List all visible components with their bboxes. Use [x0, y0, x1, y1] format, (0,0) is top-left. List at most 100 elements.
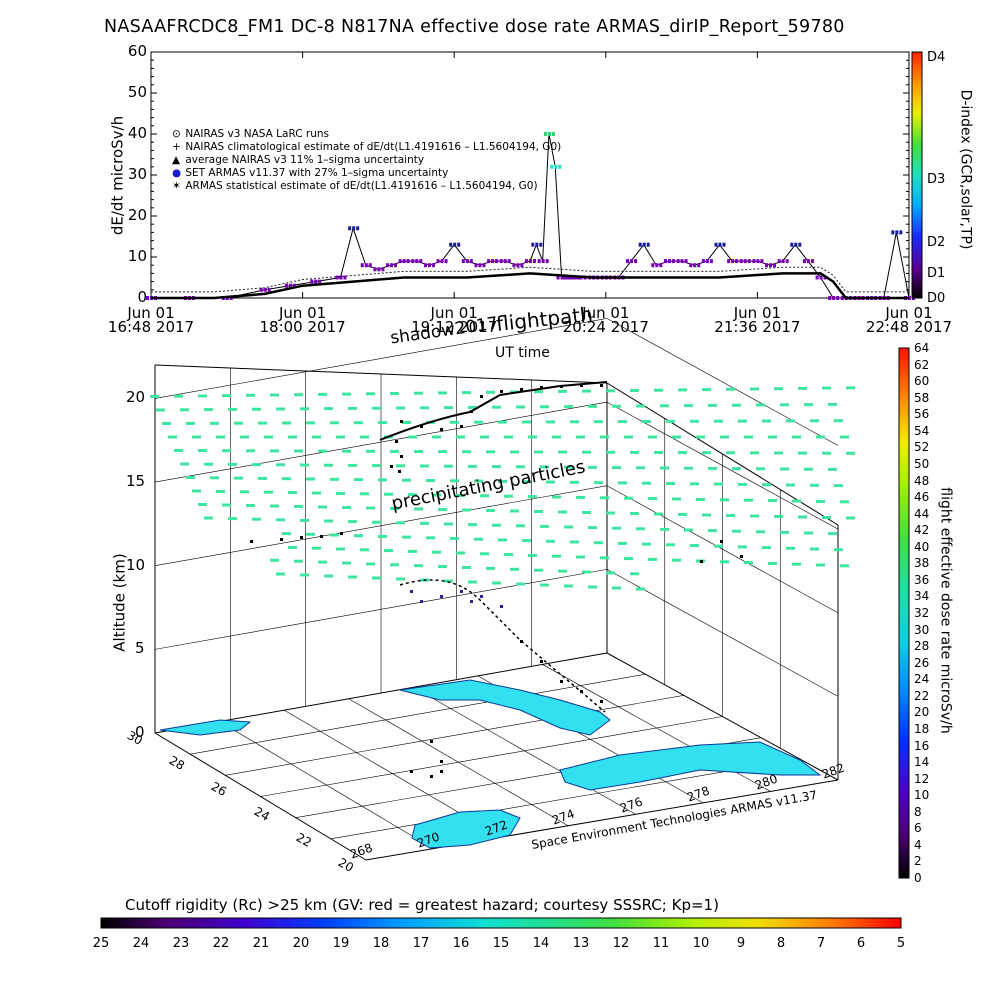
particle-marker — [720, 498, 729, 502]
dose-rate-tick-label: 12 — [914, 771, 930, 786]
armas-data-point — [556, 275, 560, 280]
armas-data-point — [722, 242, 726, 247]
flight-point — [740, 555, 743, 558]
particle-marker — [198, 503, 207, 506]
particle-marker — [510, 567, 519, 571]
armas-data-point — [503, 259, 507, 264]
altitude-tick-label: 20 — [126, 388, 146, 407]
armas-data-point — [832, 296, 836, 300]
dose-rate-tick-label: 0 — [914, 871, 922, 885]
particle-marker — [570, 420, 579, 424]
particle-marker — [318, 505, 327, 509]
particle-marker — [414, 450, 423, 453]
particle-marker — [774, 515, 783, 518]
flight-point — [480, 595, 483, 598]
particle-marker — [468, 405, 477, 409]
armas-data-point — [752, 259, 756, 264]
particle-marker — [798, 515, 807, 519]
armas-data-point — [908, 296, 911, 300]
particle-marker — [690, 482, 699, 486]
armas-data-point — [651, 263, 655, 268]
particle-marker — [330, 533, 339, 537]
particle-marker — [390, 392, 399, 395]
y-tick-label: 10 — [127, 247, 147, 265]
particle-marker — [642, 542, 651, 546]
particle-marker — [366, 449, 375, 453]
particle-marker — [816, 499, 825, 503]
armas-data-point — [554, 164, 558, 169]
x-tick-label: 21:36 2017 — [714, 318, 801, 336]
dose-rate-tick-label: 26 — [914, 655, 930, 670]
armas-data-point — [667, 259, 671, 264]
particle-marker — [534, 450, 543, 454]
d-index-tick: D0 — [927, 291, 946, 306]
particle-marker — [516, 582, 525, 586]
armas-data-point — [348, 226, 352, 231]
cutoff-rigidity-title: Cutoff rigidity (Rc) >25 km (GV: red = g… — [125, 896, 719, 914]
particle-marker — [678, 451, 687, 455]
particle-marker — [300, 407, 309, 411]
dose-rate-tick-label: 34 — [914, 589, 930, 604]
x-tick-label: 18:00 2017 — [259, 318, 346, 336]
flight-path-line — [379, 381, 608, 441]
armas-data-point — [798, 242, 802, 247]
armas-data-point — [457, 242, 461, 247]
particle-marker — [408, 549, 417, 553]
particle-marker — [822, 386, 831, 390]
particle-marker — [612, 466, 621, 470]
armas-data-point — [547, 132, 551, 136]
particle-marker — [504, 494, 513, 498]
particle-marker — [420, 406, 429, 410]
particle-marker — [348, 520, 357, 524]
particle-marker — [186, 476, 195, 479]
dose-rate-tick-label: 24 — [914, 672, 930, 687]
particle-marker — [846, 516, 855, 520]
land-polygon — [159, 719, 252, 736]
armas-data-point — [356, 226, 360, 231]
particle-marker — [276, 407, 285, 411]
top-x-axis-label: UT time — [495, 345, 550, 361]
armas-data-point — [394, 263, 398, 268]
armas-data-point — [491, 259, 495, 264]
particle-marker — [456, 493, 465, 497]
armas-data-point — [550, 164, 554, 169]
x-tick-label: 20:24 2017 — [562, 318, 649, 336]
cutoff-rigidity-tick-label: 18 — [372, 936, 390, 951]
legend-marker: + — [172, 141, 181, 153]
particle-marker — [804, 467, 813, 471]
legend-text: SET ARMAS v11.37 with 27% 1–sigma uncert… — [182, 167, 449, 179]
legend-marker: ● — [172, 167, 182, 179]
armas-data-point — [802, 259, 806, 264]
flight-point — [340, 532, 343, 535]
armas-data-point — [671, 259, 675, 264]
particle-marker — [786, 483, 795, 487]
armas-data-point — [566, 275, 570, 280]
x-tick-label: Jun 01 — [582, 304, 630, 322]
particle-marker — [438, 565, 447, 569]
particle-marker — [348, 575, 357, 579]
particle-marker — [588, 585, 597, 589]
armas-data-point — [756, 259, 760, 264]
particle-marker — [324, 407, 333, 411]
altitude-tick-label: 5 — [135, 639, 145, 658]
particle-marker — [240, 490, 249, 494]
particle-marker — [402, 478, 411, 482]
particle-marker — [606, 571, 615, 575]
flight-shadow-line — [399, 579, 606, 713]
armas-data-point — [840, 296, 844, 300]
particle-marker — [660, 466, 669, 470]
particle-marker — [294, 505, 303, 508]
armas-data-point — [790, 242, 794, 247]
x-tick-label: 22:48 2017 — [865, 318, 953, 336]
particle-marker — [504, 435, 513, 439]
armas-data-point — [836, 296, 840, 300]
particle-marker — [600, 496, 609, 500]
dose-rate-tick-label: 28 — [914, 639, 930, 654]
particle-marker — [516, 465, 525, 469]
particle-marker — [390, 507, 399, 510]
flight-point — [480, 395, 483, 398]
particle-marker — [594, 420, 603, 424]
armas-data-point — [891, 230, 895, 235]
armas-data-point — [777, 259, 781, 264]
particle-marker — [270, 393, 279, 397]
